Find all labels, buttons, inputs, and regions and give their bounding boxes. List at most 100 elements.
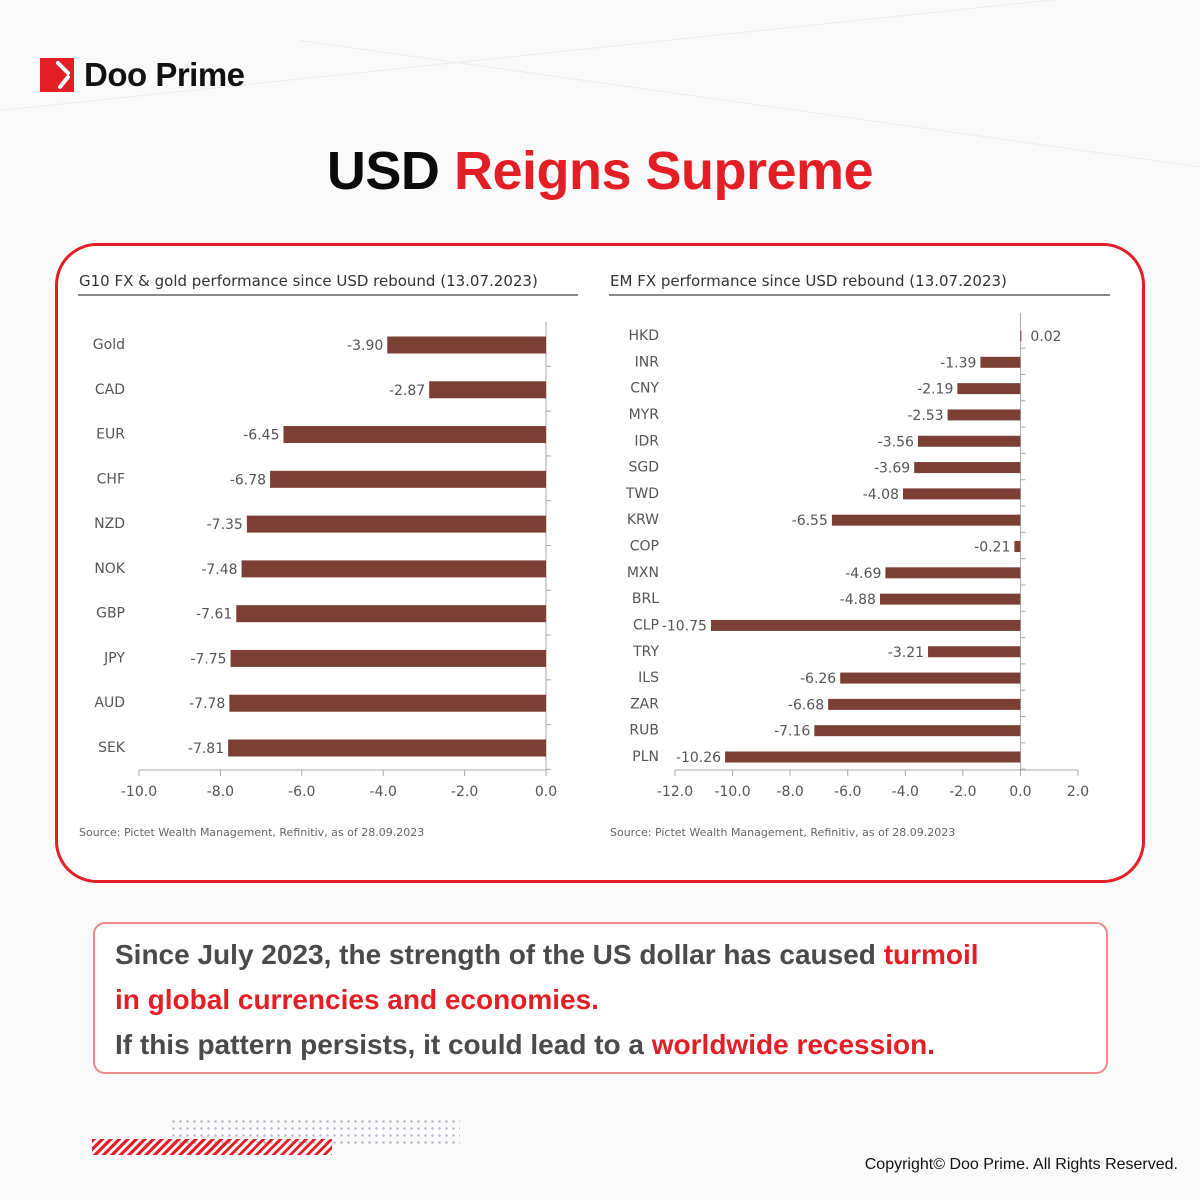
page-title: USD Reigns Supreme (0, 140, 1200, 202)
category-label: HKD (629, 328, 660, 344)
bar (840, 672, 1021, 684)
x-tick-label: 2.0 (1067, 784, 1089, 800)
bar (885, 567, 1021, 579)
data-label: -2.19 (917, 382, 953, 398)
data-label: -1.39 (940, 355, 976, 371)
category-label: Gold (93, 337, 125, 353)
data-label: -3.69 (874, 461, 910, 477)
x-tick-label: -8.0 (207, 784, 234, 800)
bar (710, 619, 1021, 631)
data-label: -2.87 (389, 383, 425, 399)
chart-source: Source: Pictet Wealth Management, Refini… (79, 826, 424, 839)
data-label: -6.55 (792, 513, 828, 529)
category-label: MYR (629, 407, 660, 423)
x-tick-label: -8.0 (776, 784, 803, 800)
category-label: CNY (630, 381, 659, 397)
category-label: ILS (638, 670, 659, 686)
bar (914, 462, 1021, 474)
bar (241, 560, 546, 578)
data-label: -6.45 (243, 428, 279, 444)
chart-card (55, 243, 1145, 883)
bar (230, 649, 546, 667)
bar (879, 593, 1021, 605)
x-tick-label: -10.0 (714, 784, 750, 800)
category-label: NZD (94, 516, 125, 532)
data-label: 0.02 (1030, 329, 1061, 345)
copyright: Copyright© Doo Prime. All Rights Reserve… (864, 1156, 1178, 1173)
category-label: AUD (94, 695, 125, 711)
bar (283, 426, 546, 444)
category-label: GBP (96, 606, 125, 622)
category-label: SEK (98, 740, 126, 756)
category-label: PLN (632, 749, 659, 765)
x-tick-label: -2.0 (451, 784, 478, 800)
bar (246, 515, 547, 533)
bar (947, 409, 1021, 421)
bar (229, 694, 546, 712)
summary-highlight: in global currencies and economies. (115, 984, 599, 1015)
bar (1020, 330, 1022, 342)
category-label: TWD (625, 486, 659, 502)
category-label: JPY (103, 650, 125, 666)
data-label: -2.53 (907, 408, 943, 424)
category-label: NOK (94, 561, 125, 577)
brand-name: Doo Prime (84, 56, 245, 93)
bar (957, 383, 1021, 395)
bar (902, 488, 1021, 500)
bar (236, 605, 546, 623)
data-label: -4.08 (863, 487, 899, 503)
x-tick-label: 0.0 (535, 784, 557, 800)
category-label: INR (635, 354, 660, 370)
data-label: -7.75 (190, 651, 226, 667)
data-label: -10.75 (662, 618, 707, 634)
data-label: -6.78 (230, 472, 266, 488)
data-label: -3.56 (878, 434, 914, 450)
bar (429, 381, 546, 399)
summary-text: If this pattern persists, it could lead … (115, 1029, 652, 1060)
summary-highlight: turmoil (883, 939, 979, 970)
summary-text: Since July 2023, the strength of the US … (115, 939, 884, 970)
doo-prime-logo-icon (40, 58, 74, 92)
data-label: -10.26 (676, 750, 721, 766)
bar (1014, 541, 1021, 552)
category-label: IDR (634, 433, 659, 449)
data-label: -0.21 (974, 540, 1010, 556)
bar (828, 698, 1021, 710)
decorative-stripes (92, 1139, 332, 1155)
category-label: MXN (627, 565, 659, 581)
category-label: RUB (629, 723, 659, 739)
x-tick-label: -6.0 (288, 784, 315, 800)
logo: Doo Prime (40, 56, 245, 94)
summary-box: Since July 2023, the strength of the US … (93, 922, 1108, 1074)
bar (387, 336, 546, 354)
bar (831, 514, 1021, 526)
bar (725, 751, 1021, 763)
bar (814, 725, 1021, 737)
x-tick-label: -4.0 (892, 784, 919, 800)
data-label: -7.81 (188, 741, 224, 757)
summary-highlight: worldwide recession. (651, 1029, 935, 1060)
category-label: EUR (96, 427, 125, 443)
category-label: ZAR (630, 696, 659, 712)
data-label: -7.78 (189, 696, 225, 712)
x-tick-label: -10.0 (121, 784, 157, 800)
x-tick-label: 0.0 (1009, 784, 1031, 800)
x-tick-label: -12.0 (657, 784, 693, 800)
data-label: -6.68 (788, 697, 824, 713)
data-label: -7.35 (207, 517, 243, 533)
data-label: -4.69 (845, 566, 881, 582)
x-tick-label: -4.0 (370, 784, 397, 800)
chart-source: Source: Pictet Wealth Management, Refini… (610, 826, 955, 839)
chart-title: G10 FX & gold performance since USD rebo… (79, 272, 538, 290)
data-label: -7.61 (196, 607, 232, 623)
data-label: -7.48 (201, 562, 237, 578)
category-label: BRL (632, 591, 659, 607)
category-label: CLP (633, 617, 659, 633)
bar (228, 739, 546, 757)
category-label: CHF (97, 471, 125, 487)
data-label: -3.90 (347, 338, 383, 354)
bar (928, 646, 1021, 658)
x-tick-label: -2.0 (949, 784, 976, 800)
category-label: CAD (95, 382, 125, 398)
